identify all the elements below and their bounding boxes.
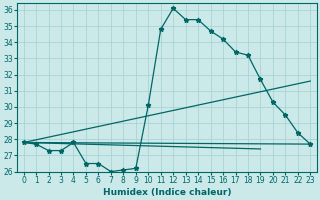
X-axis label: Humidex (Indice chaleur): Humidex (Indice chaleur) [103,188,231,197]
